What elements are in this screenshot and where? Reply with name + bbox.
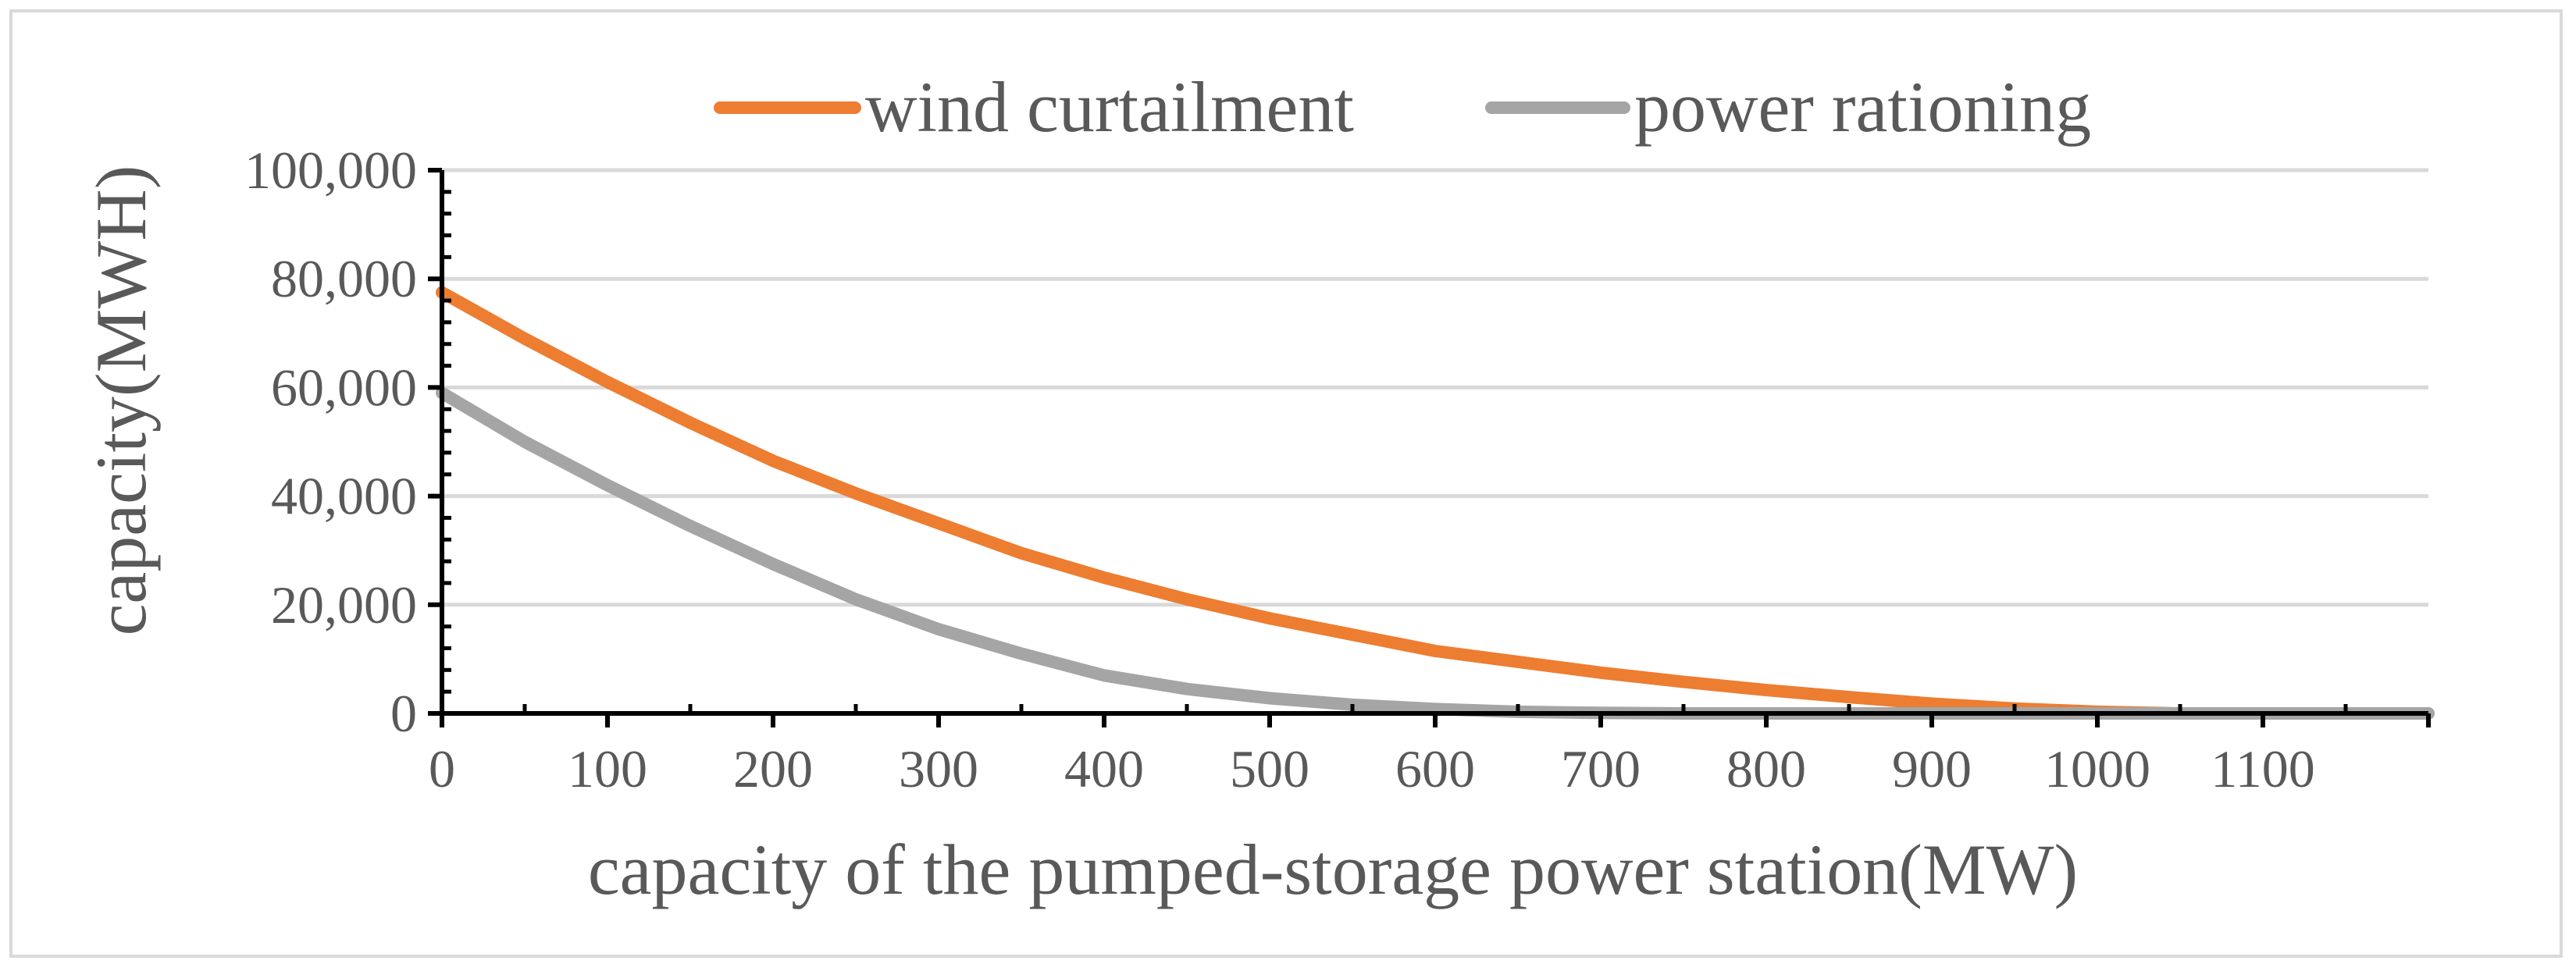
- y-axis-title: capacity(MWH): [81, 165, 161, 636]
- x-tick-label: 700: [1561, 739, 1641, 798]
- x-tick-label: 1100: [2211, 739, 2314, 798]
- series-lines: [436, 286, 2435, 720]
- x-tick-label: 900: [1892, 739, 1972, 798]
- y-tick-label: 40,000: [271, 467, 417, 526]
- chart-frame: [9, 9, 2563, 958]
- y-tick-label: 0: [390, 684, 417, 743]
- tick-labels: 0 20,000 40,000 60,000 80,000 100,000 0 100 200 3…: [244, 140, 2315, 798]
- x-tick-label: 600: [1395, 739, 1475, 798]
- x-tick-label: 100: [568, 739, 647, 798]
- x-tick-label: 400: [1064, 739, 1144, 798]
- legend-label-wind-curtailment: wind curtailment: [865, 67, 1354, 147]
- y-tick-label: 60,000: [271, 357, 417, 417]
- x-axis-title: capacity of the pumped-storage power sta…: [588, 830, 2078, 909]
- x-tick-label: 1000: [2044, 739, 2150, 798]
- x-tick-label: 500: [1230, 739, 1309, 798]
- legend: wind curtailment power rationing: [714, 67, 2091, 147]
- x-tick-label: 0: [429, 739, 455, 798]
- gridlines: [442, 168, 2428, 607]
- y-tick-label: 80,000: [271, 249, 417, 308]
- x-tick-label: 200: [733, 739, 813, 798]
- x-tick-label: 800: [1726, 739, 1806, 798]
- legend-label-power-rationing: power rationing: [1634, 67, 2091, 147]
- series-line-wind-curtailment: [436, 286, 2435, 720]
- y-tick-label: 100,000: [244, 140, 417, 200]
- x-tick-label: 300: [899, 739, 978, 798]
- y-tick-label: 20,000: [271, 575, 417, 635]
- axes: [428, 168, 2431, 727]
